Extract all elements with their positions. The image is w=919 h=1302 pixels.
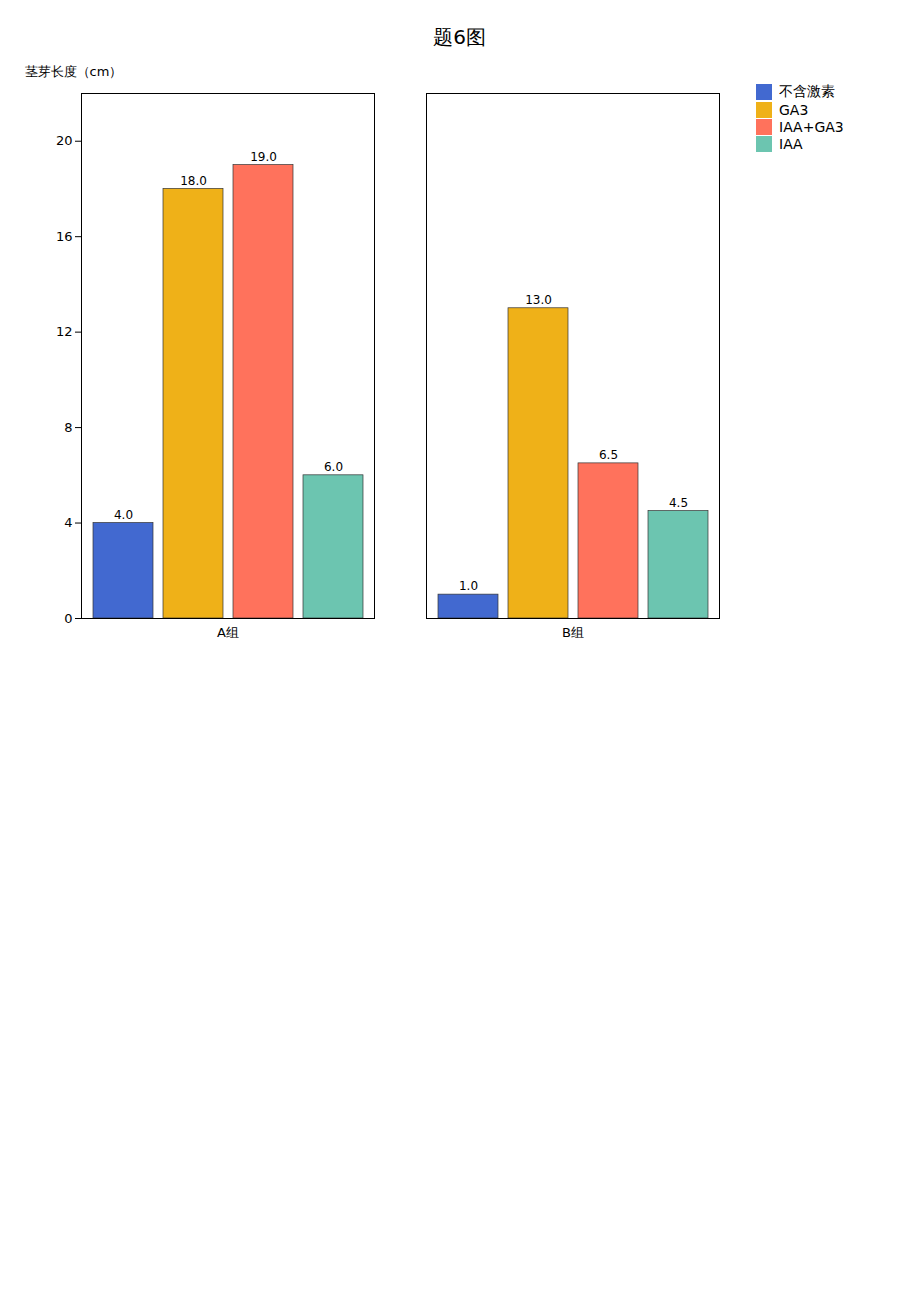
svg-text:B组: B组 (562, 625, 584, 640)
svg-text:1.0: 1.0 (459, 579, 478, 593)
html-text:IAA+GA3: IAA+GA3 (779, 119, 844, 135)
svg-text:A组: A组 (217, 625, 239, 640)
svg-text:0: 0 (64, 611, 72, 626)
svg-text:4.0: 4.0 (114, 508, 133, 522)
html-text:GA3: GA3 (779, 102, 809, 118)
svg-text:8: 8 (64, 420, 72, 435)
svg-text:20: 20 (56, 133, 73, 148)
svg-text:4.5: 4.5 (669, 496, 688, 510)
svg-text:4: 4 (64, 515, 72, 530)
svg-text:19.0: 19.0 (250, 150, 277, 164)
svg-text:16: 16 (56, 229, 73, 244)
svg-text:茎芽长度（cm）: 茎芽长度（cm） (25, 64, 123, 79)
svg-text:6.0: 6.0 (324, 460, 343, 474)
svg-text:6.5: 6.5 (599, 448, 618, 462)
html-text:不含激素: 不含激素 (779, 83, 835, 99)
html-text:题6图: 题6图 (433, 25, 486, 49)
html-text:IAA: IAA (779, 136, 803, 152)
svg-text:13.0: 13.0 (525, 293, 552, 307)
svg-text:18.0: 18.0 (180, 174, 207, 188)
svg-text:12: 12 (56, 324, 73, 339)
